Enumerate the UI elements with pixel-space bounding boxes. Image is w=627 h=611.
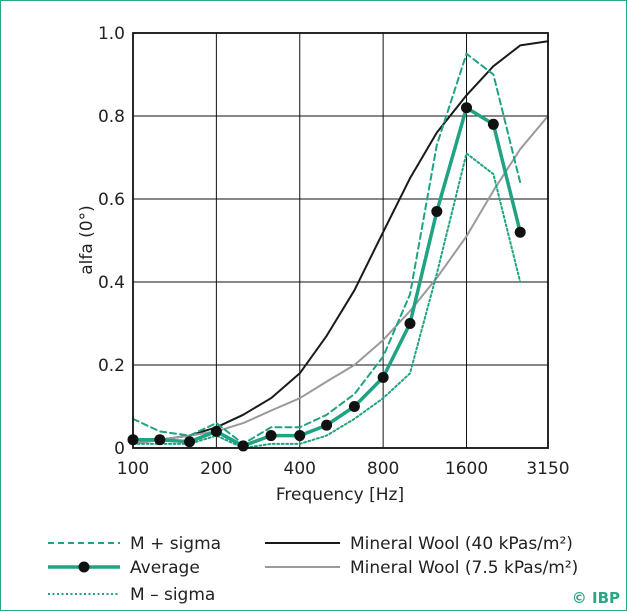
average-point xyxy=(237,440,249,452)
series-line-m-sigma xyxy=(132,152,522,449)
series-line-average xyxy=(131,105,522,448)
y-tick-label: 0.8 xyxy=(98,107,125,127)
x-tick-label: 100 xyxy=(117,459,149,479)
legend-item-m-minus-sigma: M – sigma xyxy=(48,585,215,605)
x-axis-label: Frequency [Hz] xyxy=(276,485,404,505)
average-point xyxy=(154,434,166,446)
average-point xyxy=(431,205,443,217)
average-point xyxy=(210,425,222,437)
y-tick-label: 1.0 xyxy=(98,24,125,44)
x-tick-label: 400 xyxy=(284,459,316,479)
series-line-mineral-wool-40-kpas-m xyxy=(132,40,549,445)
legend-item-mineral-wool-40: Mineral Wool (40 kPas/m²) xyxy=(265,534,573,554)
x-tick-label: 3150 xyxy=(526,459,569,479)
legend-label-mineral-wool-40: Mineral Wool (40 kPas/m²) xyxy=(350,534,573,554)
legend-item-average: Average xyxy=(48,558,200,578)
average-point xyxy=(265,430,277,442)
y-tick-label: 0 xyxy=(114,439,125,459)
average-point xyxy=(348,401,360,412)
average-point xyxy=(461,102,473,114)
grid xyxy=(132,32,549,449)
average-point xyxy=(184,436,196,448)
series-line-mineral-wool-7-5-kpas-m xyxy=(132,115,549,445)
legend-label-average: Average xyxy=(130,558,200,578)
average-point xyxy=(294,430,306,442)
y-tick-label: 0.4 xyxy=(98,273,125,293)
x-tick-label: 200 xyxy=(200,459,232,479)
x-tick-label: 800 xyxy=(367,459,399,479)
plot-border xyxy=(132,32,549,449)
tick-labels: 0 0.2 0.4 0.6 0.8 1.0 100 200 400 800 1600 3150 xyxy=(98,24,570,479)
legend-label-m-minus-sigma: M – sigma xyxy=(130,585,215,605)
legend-label-m-plus-sigma: M + sigma xyxy=(130,534,221,554)
legend-item-mineral-wool-7-5: Mineral Wool (7.5 kPas/m²) xyxy=(265,558,578,578)
series-lines xyxy=(131,40,549,449)
x-tick-label: 1600 xyxy=(445,459,488,479)
legend-label-mineral-wool-7-5: Mineral Wool (7.5 kPas/m²) xyxy=(350,558,578,578)
average-point xyxy=(321,419,333,431)
legend: M + sigma Average M – sigma Mineral Wool… xyxy=(48,534,578,605)
y-tick-label: 0.2 xyxy=(98,356,125,376)
copyright-text: © IBP xyxy=(572,589,620,607)
y-tick-label: 0.6 xyxy=(98,190,125,210)
average-point xyxy=(487,118,499,130)
average-point xyxy=(514,226,526,238)
series-line-m-sigma xyxy=(132,52,522,445)
legend-marker-average xyxy=(78,561,90,573)
legend-item-m-plus-sigma: M + sigma xyxy=(48,534,221,554)
average-point xyxy=(404,318,416,329)
average-point xyxy=(377,371,389,383)
y-axis-label: alfa (0°) xyxy=(77,205,97,275)
